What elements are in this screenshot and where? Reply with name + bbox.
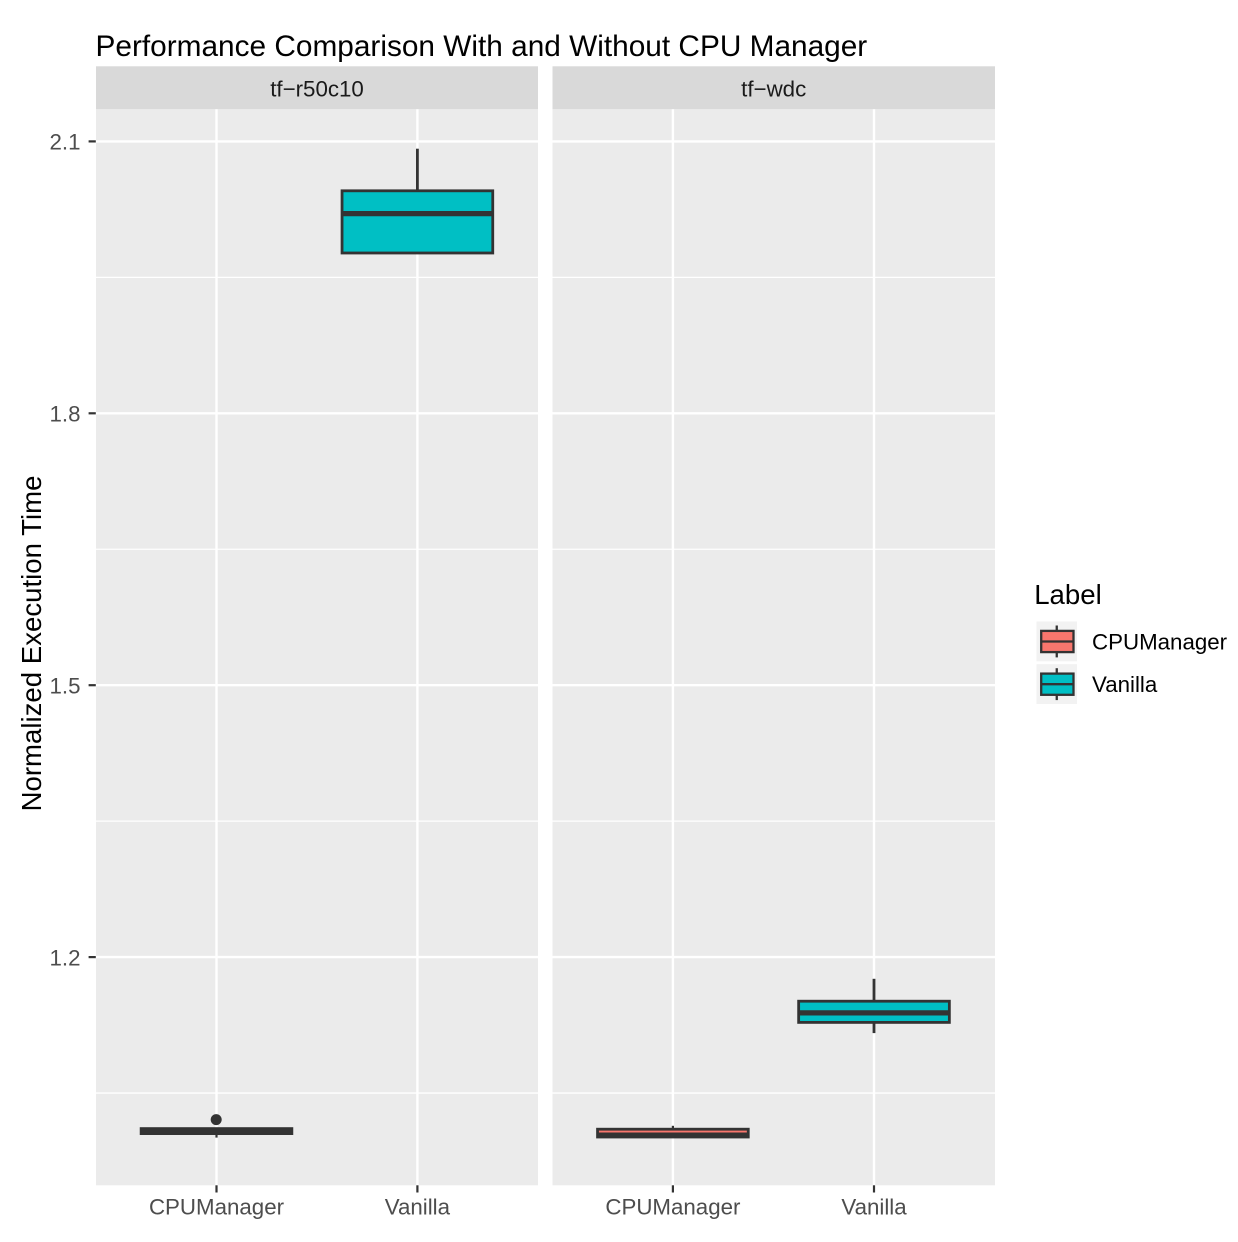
svg-text:Vanilla: Vanilla [841, 1195, 907, 1220]
svg-text:CPUManager: CPUManager [605, 1195, 741, 1220]
svg-text:CPUManager: CPUManager [149, 1195, 285, 1220]
svg-text:2.1: 2.1 [50, 130, 81, 155]
svg-text:tf−wdc: tf−wdc [741, 76, 806, 101]
svg-text:Label: Label [1034, 579, 1102, 610]
svg-text:Vanilla: Vanilla [385, 1195, 451, 1220]
svg-text:Vanilla: Vanilla [1092, 672, 1158, 697]
svg-text:1.8: 1.8 [50, 402, 81, 427]
svg-text:Performance Comparison With an: Performance Comparison With and Without … [96, 30, 868, 63]
svg-text:1.2: 1.2 [50, 945, 81, 970]
svg-text:CPUManager: CPUManager [1092, 630, 1228, 655]
svg-text:Normalized Execution Time: Normalized Execution Time [16, 476, 47, 812]
svg-text:1.5: 1.5 [50, 674, 81, 699]
svg-text:tf−r50c10: tf−r50c10 [270, 76, 364, 101]
